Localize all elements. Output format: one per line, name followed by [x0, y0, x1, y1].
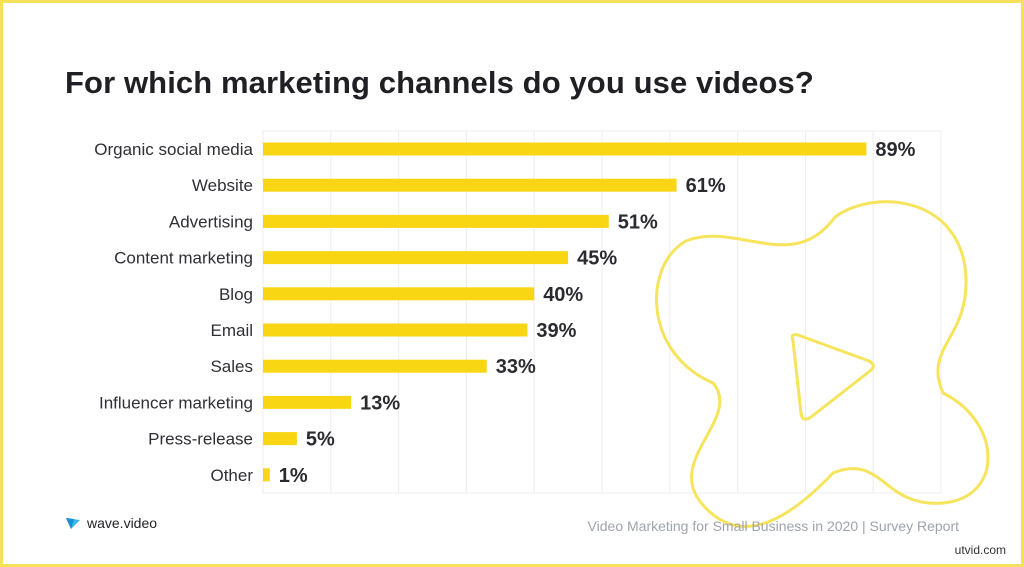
- bar: [263, 287, 535, 301]
- brand-logo: wave.video: [65, 515, 157, 531]
- value-label: 5%: [306, 429, 335, 451]
- value-label: 1%: [279, 465, 308, 487]
- value-label: 33%: [496, 356, 536, 378]
- bar: [263, 178, 677, 192]
- value-label: 39%: [536, 320, 576, 342]
- category-label: Organic social media: [94, 140, 253, 159]
- bar: [263, 468, 270, 482]
- value-label: 40%: [543, 284, 583, 306]
- logo-text: wave.video: [87, 515, 158, 531]
- category-label: Influencer marketing: [99, 393, 253, 412]
- wave-logo-icon: [66, 518, 80, 529]
- bar: [263, 395, 352, 409]
- category-label: Website: [192, 176, 253, 195]
- value-label: 13%: [360, 392, 400, 414]
- value-label: 61%: [686, 175, 726, 197]
- value-label: 89%: [875, 139, 915, 161]
- play-flower-outline-icon: [655, 200, 990, 528]
- page-title: For which marketing channels do you use …: [65, 65, 814, 100]
- category-label: Sales: [210, 357, 253, 376]
- category-label: Other: [210, 466, 253, 485]
- bar: [263, 359, 487, 373]
- bar: [263, 214, 609, 228]
- category-label: Press-release: [148, 430, 253, 449]
- bar-chart: Organic social media 89% Website 61% Adverti…: [94, 130, 990, 528]
- report-source: Video Marketing for Small Business in 20…: [587, 518, 959, 534]
- chart-bars: Organic social media 89% Website 61% Adverti…: [94, 139, 915, 487]
- bar: [263, 142, 867, 156]
- category-label: Blog: [219, 285, 253, 304]
- bar: [263, 251, 569, 265]
- bar: [263, 323, 528, 337]
- category-label: Content marketing: [114, 249, 253, 268]
- category-label: Advertising: [169, 212, 253, 231]
- value-label: 51%: [618, 211, 658, 233]
- watermark: utvid.com: [951, 542, 1009, 558]
- category-label: Email: [210, 321, 253, 340]
- bar: [263, 432, 297, 446]
- play-icon: [790, 333, 875, 421]
- value-label: 45%: [577, 248, 617, 270]
